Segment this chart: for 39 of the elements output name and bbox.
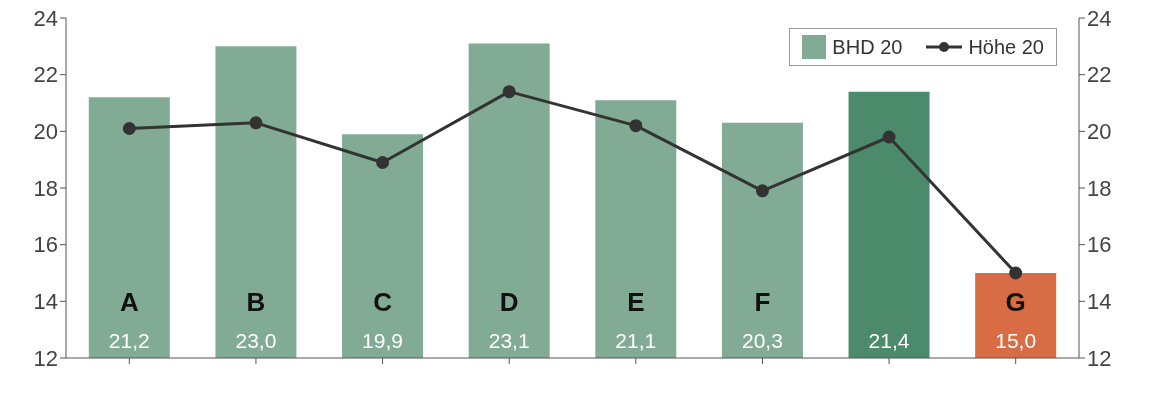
data-label: 23,1: [488, 329, 530, 352]
y-tick-label: 16: [33, 232, 58, 258]
point: [755, 184, 769, 198]
y-tick-label: 22: [33, 62, 58, 88]
x-tick-label: E: [627, 287, 645, 317]
y-tick-label: 24: [33, 5, 58, 31]
data-label: 21,4: [868, 329, 910, 352]
y2-tick-label: 18: [1087, 175, 1112, 201]
x-tick-label: B: [246, 287, 266, 317]
legend-label: Höhe 20: [967, 35, 1044, 59]
y2-tick-label: 14: [1087, 289, 1112, 315]
point: [502, 85, 516, 99]
x-tick-label: G: [1005, 287, 1026, 317]
y-tick-label: 18: [33, 175, 58, 201]
y2-tick-label: 20: [1087, 119, 1112, 145]
y2-tick-label: 22: [1087, 62, 1112, 88]
data-label: 20,3: [741, 329, 783, 352]
y2-tick-label: 16: [1087, 232, 1112, 258]
data-label: 19,9: [362, 329, 403, 352]
legend-label: BHD 20: [831, 35, 903, 59]
data-label: 21,2: [108, 329, 150, 352]
x-tick-label: A: [119, 287, 139, 317]
point: [629, 119, 643, 133]
data-label: 15,0: [995, 329, 1037, 352]
y-tick-label: 20: [33, 119, 58, 145]
data-label: 23,0: [235, 329, 277, 352]
y-tick-label: 14: [33, 289, 58, 315]
point: [1009, 266, 1023, 280]
x-tick-label: F: [754, 287, 771, 317]
x-tick-label: D: [499, 287, 519, 317]
y2-tick-label: 12: [1087, 345, 1112, 371]
point: [376, 156, 390, 169]
x-tick-label: C: [373, 287, 393, 317]
data-label: 21,1: [615, 329, 657, 352]
point: [122, 122, 136, 135]
y-tick-label: 12: [33, 345, 58, 371]
y2-tick-label: 24: [1087, 5, 1112, 31]
point: [249, 116, 263, 130]
point: [882, 130, 896, 144]
